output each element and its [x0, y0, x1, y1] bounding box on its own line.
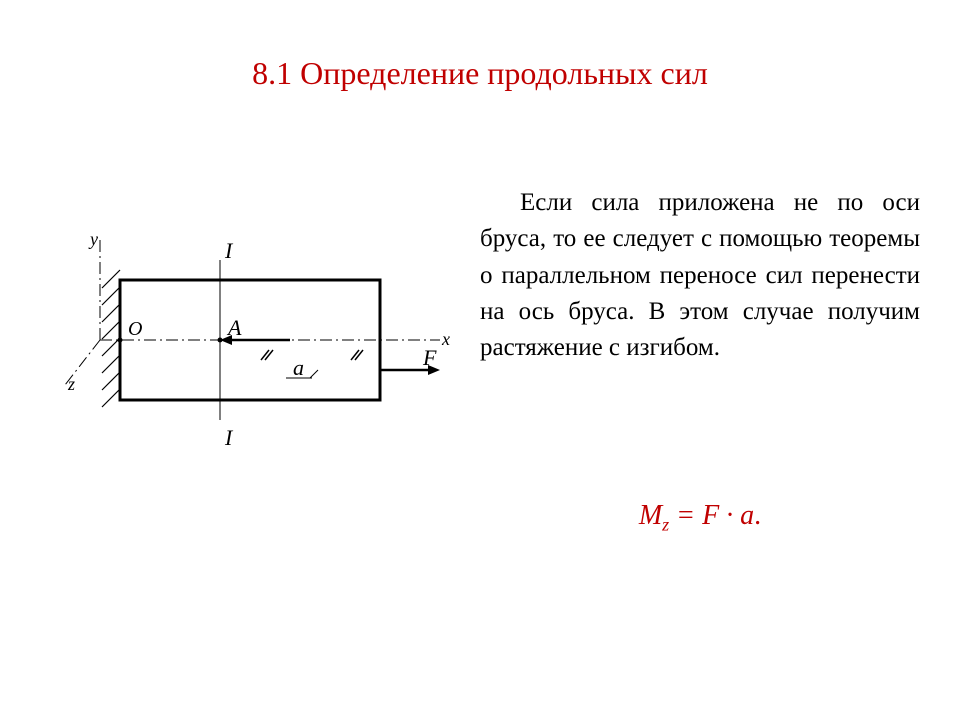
paragraph-text: Если сила приложена не по оси бруса, то …	[480, 185, 920, 366]
formula-rhs-a: F	[702, 500, 719, 531]
formula-tail: .	[754, 500, 761, 531]
formula-eq: =	[669, 500, 702, 531]
body-paragraph: Если сила приложена не по оси бруса, то …	[480, 185, 920, 366]
svg-text:O: O	[128, 318, 142, 340]
svg-text:a: a	[293, 355, 304, 380]
svg-text:z: z	[67, 374, 75, 394]
formula-dot: ·	[719, 500, 740, 531]
svg-text:I: I	[224, 425, 234, 450]
svg-text:x: x	[441, 329, 450, 349]
formula-rhs-b: a	[740, 500, 754, 531]
formula-lhs-var: M	[639, 500, 662, 531]
page-title: 8.1 Определение продольных сил	[0, 55, 960, 92]
svg-text:I: I	[224, 238, 234, 263]
svg-text:A: A	[226, 315, 242, 340]
svg-text:F: F	[422, 345, 437, 370]
beam-diagram: y x z O Aa F I I	[40, 220, 450, 460]
moment-formula: Mz = F · a.	[480, 500, 920, 536]
svg-text:y: y	[88, 229, 98, 249]
